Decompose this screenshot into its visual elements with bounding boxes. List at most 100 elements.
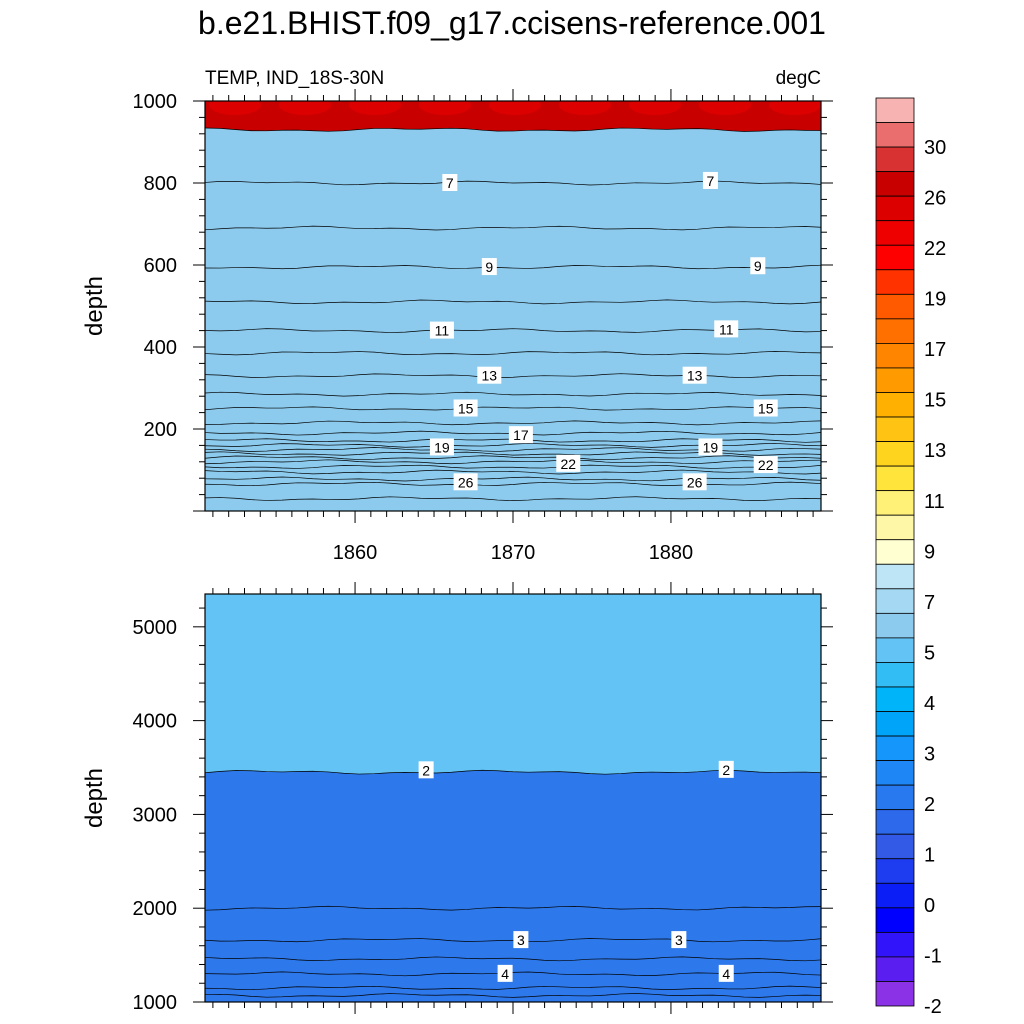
colorbar-label: 9 xyxy=(924,541,935,563)
colorbar-swatch xyxy=(875,490,915,516)
y-tick-label: 1000 xyxy=(133,91,178,113)
contour-label: 7 xyxy=(446,175,454,191)
contour-line xyxy=(205,225,821,231)
figure-title: b.e21.BHIST.f09_g17.ccisens-reference.00… xyxy=(198,5,826,41)
units-label: degC xyxy=(776,68,821,89)
colorbar-swatch xyxy=(875,367,915,393)
contour-label-box xyxy=(442,174,458,191)
colorbar-swatch xyxy=(875,882,915,909)
contour-line xyxy=(205,373,821,379)
contour-label-box xyxy=(508,426,533,444)
contour-line xyxy=(205,459,821,465)
colorbar-swatch xyxy=(875,956,915,982)
contour-label: 22 xyxy=(758,457,774,473)
contour-line xyxy=(205,956,821,962)
contour-label: 26 xyxy=(687,474,703,490)
colorbar-swatch xyxy=(875,441,915,467)
contour-label-box xyxy=(718,760,734,778)
filled-contours xyxy=(205,594,821,1002)
x-axis xyxy=(212,582,814,1014)
colorbar-label: -1 xyxy=(924,945,942,967)
contour-label: 2 xyxy=(422,762,430,778)
colorbar-swatch xyxy=(875,244,915,271)
contour-label-box xyxy=(718,964,734,982)
colorbar-swatch xyxy=(875,195,915,222)
colorbar-swatch xyxy=(875,981,915,1007)
contour-line xyxy=(205,406,821,411)
y-tick-label: 600 xyxy=(144,255,177,277)
y-axis: 200 400 600 800 1000 xyxy=(133,91,833,512)
colorbar-swatch xyxy=(875,612,915,639)
contour-label: 2 xyxy=(722,762,730,778)
colorbar-swatch xyxy=(875,343,915,369)
colorbar-swatch xyxy=(875,637,915,663)
y-tick-label: 3000 xyxy=(133,804,178,826)
contour-label-box xyxy=(453,473,478,491)
contour-band xyxy=(209,101,261,115)
colorbar-label: 11 xyxy=(924,491,945,513)
contour-band xyxy=(769,101,821,115)
contour-line xyxy=(205,769,821,775)
colorbar-swatch xyxy=(875,735,915,761)
colorbar-swatch xyxy=(875,146,915,173)
contour-line xyxy=(205,391,821,397)
colorbar-label: -2 xyxy=(924,996,942,1018)
contour-line xyxy=(205,180,821,186)
contour-label-box xyxy=(453,399,478,417)
colorbar-swatch xyxy=(875,122,915,148)
colorbar-label: 4 xyxy=(924,693,935,715)
contour-band xyxy=(489,101,541,115)
colorbar-swatch xyxy=(875,220,915,246)
contour-line xyxy=(205,971,821,977)
contour-line xyxy=(205,905,821,911)
colorbar-label: 15 xyxy=(924,390,946,412)
contour-label: 4 xyxy=(501,966,509,982)
contour-label: 19 xyxy=(703,439,719,455)
colorbar-swatch xyxy=(875,392,915,418)
colorbar-swatch xyxy=(875,539,915,565)
colorbar-swatch xyxy=(875,711,915,737)
contour-label-box xyxy=(753,399,778,417)
contour-line xyxy=(205,476,821,482)
contour-label: 11 xyxy=(435,323,450,339)
contour-band xyxy=(699,101,751,115)
colorbar-swatch xyxy=(875,293,915,320)
colorbar-swatch xyxy=(875,784,915,811)
y-axis-title: depth xyxy=(81,276,108,336)
y-tick-label: 800 xyxy=(144,173,177,195)
contour-label: 13 xyxy=(482,368,498,384)
contour-labels: 26 26 22 22 19 19 17 15 15 13 13 11 11 9 9 7 7 xyxy=(429,171,778,491)
contour-band xyxy=(629,101,681,115)
contour-line xyxy=(205,985,821,991)
colorbar-label: 17 xyxy=(924,339,946,361)
contour-label: 3 xyxy=(675,932,683,948)
contour-label: 4 xyxy=(722,966,730,982)
contour-label-box xyxy=(429,438,454,456)
contour-label-box xyxy=(714,320,739,338)
x-tick-label: 1870 xyxy=(491,542,536,564)
contour-label: 15 xyxy=(458,401,474,417)
contour-labels: 4 4 3 3 2 2 xyxy=(418,760,734,982)
contour-line xyxy=(205,496,821,502)
colorbar-label: 13 xyxy=(924,440,946,462)
colorbar-label: 19 xyxy=(924,289,946,311)
contour-line xyxy=(205,264,821,270)
contour-label-box xyxy=(497,964,513,982)
colorbar-swatch xyxy=(875,760,915,786)
colorbar: 30 26 22 19 17 15 13 11 9 7 5 4 3 2 1 0 -1 -2 xyxy=(875,97,946,1018)
filled-contours xyxy=(205,101,821,511)
contour-label-box xyxy=(513,931,529,949)
colorbar-swatch xyxy=(875,269,915,295)
contour-band xyxy=(559,101,611,115)
colorbar-swatch xyxy=(875,686,915,712)
y-tick-label: 2000 xyxy=(133,898,178,920)
contour-label: 26 xyxy=(458,474,474,490)
contour-label-box xyxy=(753,456,778,474)
y-tick-label: 4000 xyxy=(133,711,178,733)
colorbar-label: 26 xyxy=(924,188,946,210)
contour-band xyxy=(279,101,331,115)
colorbar-swatch xyxy=(875,662,915,688)
contour-band xyxy=(205,770,821,1002)
